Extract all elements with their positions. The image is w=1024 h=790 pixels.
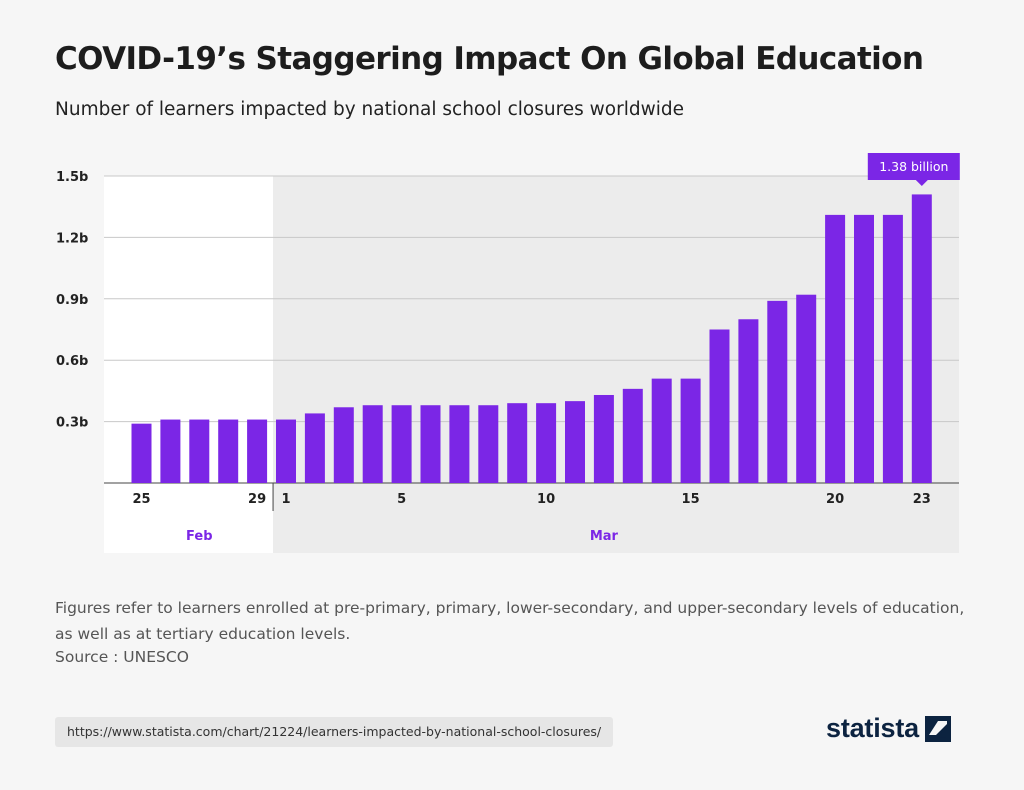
bar: [304, 413, 325, 483]
source-url[interactable]: https://www.statista.com/chart/21224/lea…: [55, 717, 614, 747]
bar: [333, 407, 354, 483]
y-tick-label: 1.5b: [56, 170, 88, 185]
statista-logo[interactable]: statista: [826, 713, 951, 744]
feb-background: [104, 176, 274, 553]
chart-subtitle: Number of learners impacted by national …: [55, 99, 684, 120]
bar: [478, 405, 499, 483]
bar: [507, 403, 528, 483]
bar: [218, 419, 239, 483]
bar: [247, 419, 268, 483]
y-tick-label: 0.6b: [56, 354, 88, 369]
bar: [622, 388, 643, 483]
x-tick-label: 23: [913, 492, 931, 507]
bar: [767, 300, 788, 483]
bar: [131, 423, 152, 483]
y-tick-label: 0.9b: [56, 293, 88, 308]
logo-text: statista: [826, 713, 919, 743]
bar: [391, 405, 412, 483]
y-tick-label: 0.3b: [56, 416, 88, 431]
annotation-pointer: [915, 180, 928, 186]
bar: [420, 405, 441, 483]
annotation-label: 1.38 billion: [879, 159, 948, 174]
bar: [189, 419, 210, 483]
bar: [882, 214, 903, 484]
x-tick-label: 10: [537, 492, 555, 507]
month-label-mar: Mar: [590, 529, 619, 544]
month-label-feb: Feb: [186, 529, 212, 544]
source-note: Source : UNESCO: [55, 648, 189, 666]
statista-logo-icon: [924, 715, 951, 742]
bar: [854, 214, 874, 484]
footnote: Figures refer to learners enrolled at pr…: [55, 599, 965, 643]
bar: [276, 419, 296, 483]
bar: [651, 378, 672, 483]
x-tick-label: 25: [132, 492, 150, 507]
y-tick-label: 1.2b: [56, 231, 88, 246]
x-tick-label: 20: [826, 492, 844, 507]
x-tick-label: 5: [397, 492, 406, 507]
bar: [709, 329, 730, 483]
bar: [680, 378, 701, 483]
bar: [565, 401, 585, 483]
x-tick-label: 15: [682, 492, 700, 507]
bar: [362, 405, 383, 483]
bar: [160, 419, 181, 483]
bar: [449, 405, 470, 483]
bar: [738, 319, 759, 483]
x-tick-label: 29: [248, 492, 266, 507]
bar: [593, 394, 614, 483]
bar: [796, 294, 817, 483]
bar: [536, 403, 557, 483]
x-tick-label: 1: [281, 492, 290, 507]
bar: [911, 194, 932, 484]
bar: [825, 214, 846, 484]
annotation-box: [867, 153, 960, 180]
chart-title: COVID-19’s Staggering Impact On Global E…: [55, 41, 924, 77]
